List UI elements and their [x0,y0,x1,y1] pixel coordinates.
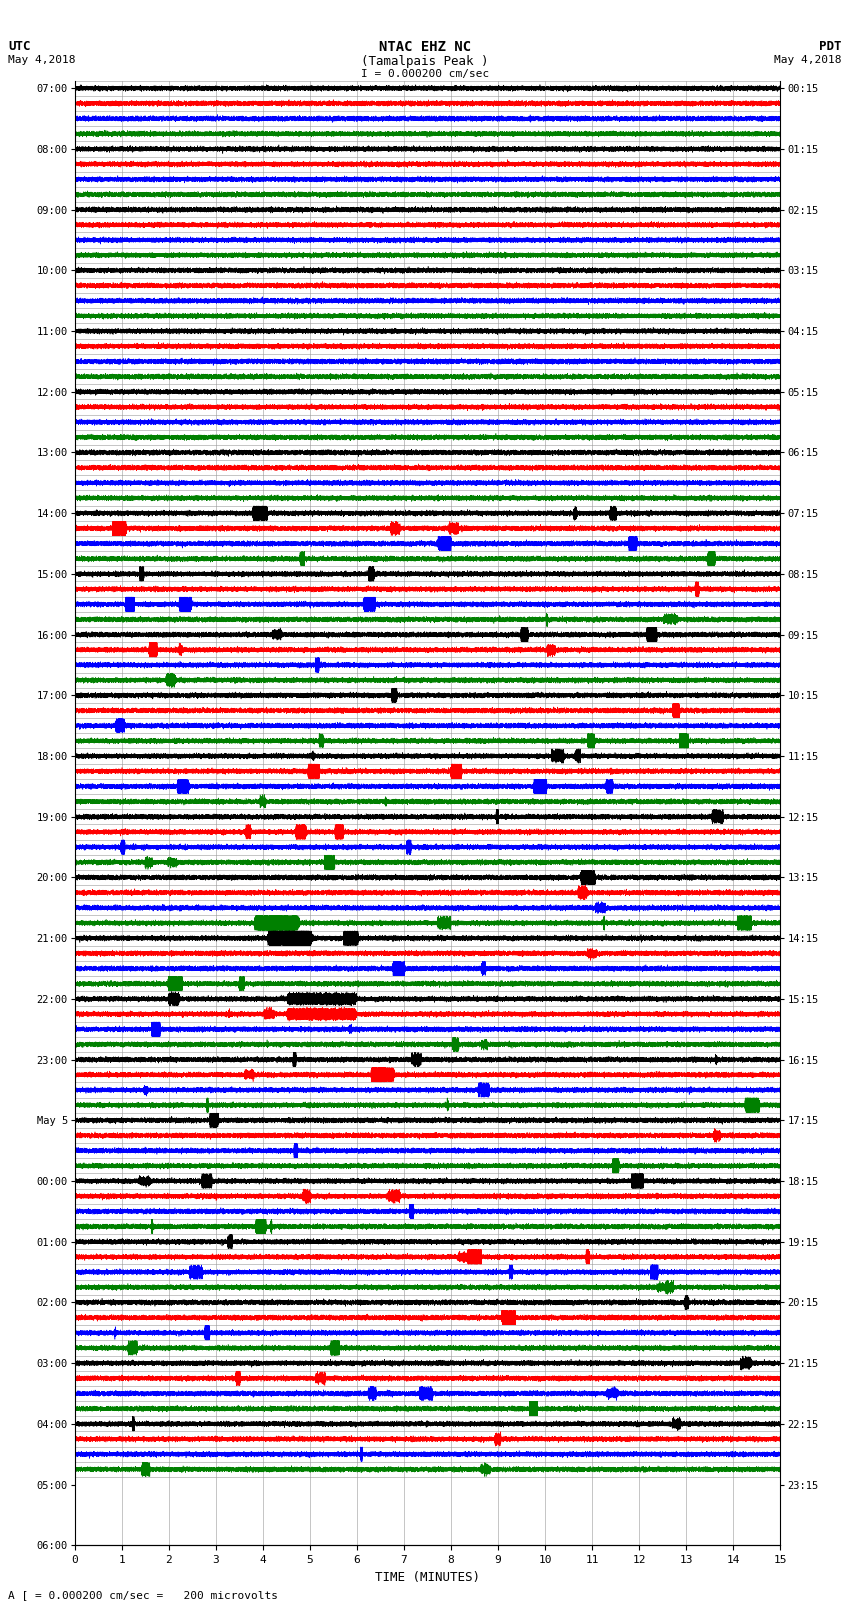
X-axis label: TIME (MINUTES): TIME (MINUTES) [375,1571,480,1584]
Text: May 4,2018: May 4,2018 [8,55,76,65]
Text: May 4,2018: May 4,2018 [774,55,842,65]
Text: I = 0.000200 cm/sec: I = 0.000200 cm/sec [361,69,489,79]
Text: PDT: PDT [819,40,842,53]
Text: (Tamalpais Peak ): (Tamalpais Peak ) [361,55,489,68]
Text: A [ = 0.000200 cm/sec =   200 microvolts: A [ = 0.000200 cm/sec = 200 microvolts [8,1590,279,1600]
Text: NTAC EHZ NC: NTAC EHZ NC [379,40,471,55]
Text: UTC: UTC [8,40,31,53]
